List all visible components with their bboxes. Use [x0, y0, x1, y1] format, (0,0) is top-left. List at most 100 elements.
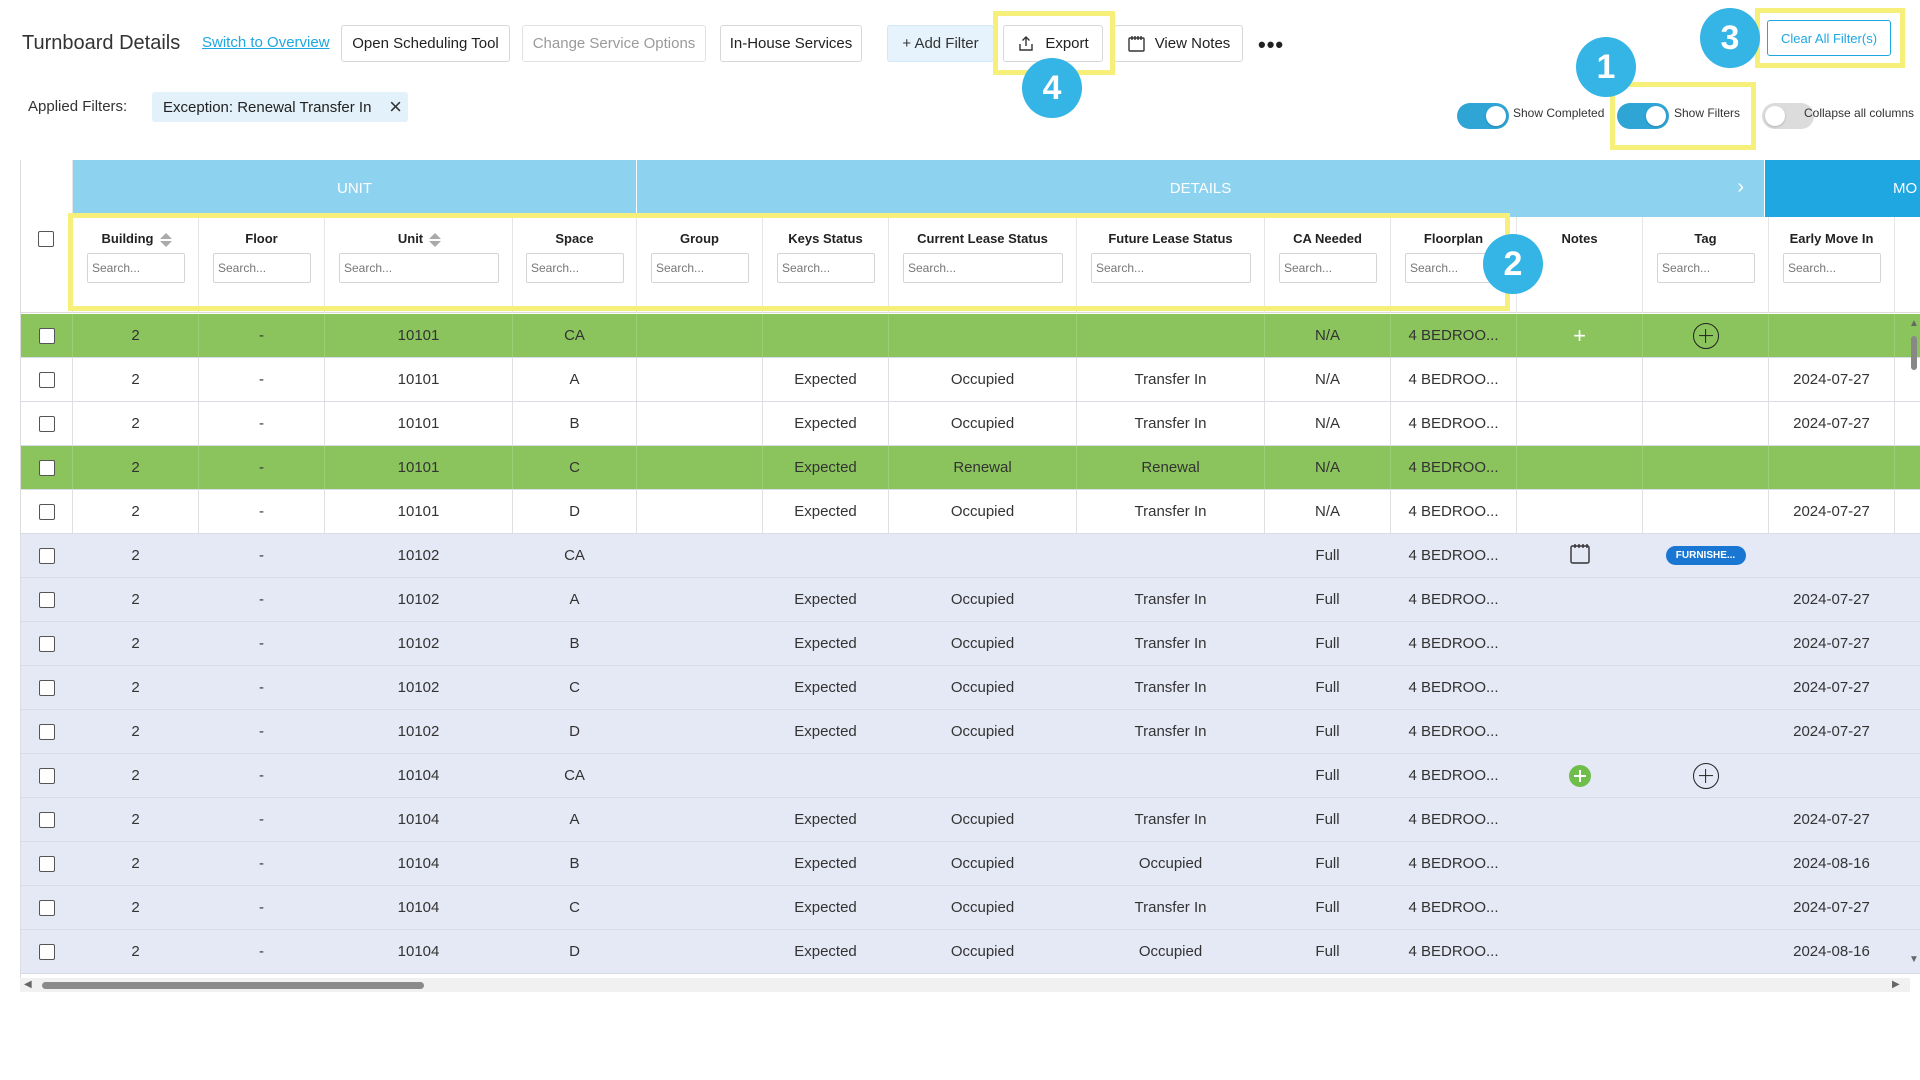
cell-early: [1769, 534, 1895, 577]
add-tag-icon[interactable]: [1692, 322, 1719, 349]
cell-notes: [1517, 930, 1643, 973]
page-title: Turnboard Details: [22, 32, 181, 54]
chevron-right-icon[interactable]: ›: [1737, 176, 1744, 198]
view-notes-button[interactable]: View Notes: [1114, 25, 1243, 62]
export-button[interactable]: Export: [1003, 25, 1103, 62]
cell-fut_lease: [1077, 534, 1265, 577]
table-row[interactable]: 2-10104 B Expected Occupied Occupied Full 4 BE…: [21, 842, 1920, 886]
table-row[interactable]: 2-10101 B Expected Occupied Transfer In N/A 4 …: [21, 402, 1920, 446]
in-house-services-button[interactable]: In-House Services: [720, 25, 862, 62]
add-filter-button[interactable]: + Add Filter: [887, 25, 994, 62]
horizontal-scroll-thumb[interactable]: [42, 982, 424, 989]
column-header-ca[interactable]: CA Needed: [1265, 217, 1391, 313]
change-service-options-button[interactable]: Change Service Options: [522, 25, 706, 62]
row-checkbox[interactable]: [38, 767, 55, 784]
cell-cur_lease: Occupied: [889, 622, 1077, 665]
table-row[interactable]: 2-10101 CA N/A 4 BEDROO... +: [21, 314, 1920, 358]
column-header-tag[interactable]: Tag: [1643, 217, 1769, 313]
scroll-down-icon[interactable]: ▼: [1909, 954, 1919, 965]
column-header-early[interactable]: Early Move In: [1769, 217, 1895, 313]
table-row[interactable]: 2-10102 CA Full 4 BEDROO... FURNISHE...: [21, 534, 1920, 578]
table-row[interactable]: 2-10101 C Expected Renewal Renewal N/A 4 BEDRO…: [21, 446, 1920, 490]
building-search-input[interactable]: [87, 253, 185, 283]
row-checkbox[interactable]: [38, 943, 55, 960]
add-note-icon[interactable]: +: [1573, 322, 1586, 348]
fut_lease-search-input[interactable]: [1091, 253, 1251, 283]
row-checkbox[interactable]: [38, 635, 55, 652]
add-tag-icon[interactable]: [1692, 762, 1719, 789]
scroll-up-icon[interactable]: ▲: [1909, 318, 1919, 329]
row-checkbox[interactable]: [38, 327, 55, 344]
row-checkbox[interactable]: [38, 459, 55, 476]
switch-to-overview-link[interactable]: Switch to Overview: [202, 34, 330, 51]
column-header-floor[interactable]: Floor: [199, 217, 325, 313]
show-completed-label: Show Completed: [1513, 106, 1605, 120]
row-checkbox[interactable]: [38, 503, 55, 520]
unit-search-input[interactable]: [339, 253, 499, 283]
close-icon[interactable]: ×: [389, 94, 402, 119]
column-header-cur_lease[interactable]: Current Lease Status: [889, 217, 1077, 313]
ca-search-input[interactable]: [1279, 253, 1377, 283]
cell-space: C: [513, 446, 637, 489]
select-all-checkbox[interactable]: [38, 231, 54, 247]
notepad-icon[interactable]: [1568, 542, 1592, 570]
collapse-all-columns-toggle[interactable]: [1762, 103, 1814, 129]
row-checkbox[interactable]: [38, 679, 55, 696]
table-row[interactable]: 2-10101 A Expected Occupied Transfer In N/A 4 …: [21, 358, 1920, 402]
tag-badge[interactable]: FURNISHE...: [1665, 546, 1746, 565]
group-search-input[interactable]: [651, 253, 749, 283]
column-header-fut_lease[interactable]: Future Lease Status: [1077, 217, 1265, 313]
row-select-cell: [21, 930, 73, 973]
sort-icon[interactable]: [429, 232, 442, 247]
early-search-input[interactable]: [1783, 253, 1881, 283]
cell-keys: Expected: [763, 578, 889, 621]
row-checkbox[interactable]: [38, 811, 55, 828]
row-select-cell: [21, 534, 73, 577]
column-header-notes[interactable]: Notes: [1517, 217, 1643, 313]
table-row[interactable]: 2-10104 D Expected Occupied Occupied Full 4 BE…: [21, 930, 1920, 974]
table-row[interactable]: 2-10104 C Expected Occupied Transfer In Full 4…: [21, 886, 1920, 930]
horizontal-scrollbar[interactable]: ◀ ▶: [20, 978, 1910, 992]
keys-search-input[interactable]: [777, 253, 875, 283]
row-checkbox[interactable]: [38, 591, 55, 608]
vertical-scrollbar[interactable]: ▲ ▼: [1908, 318, 1920, 968]
row-checkbox[interactable]: [38, 371, 55, 388]
column-header-building[interactable]: Building: [73, 217, 199, 313]
floor-search-input[interactable]: [213, 253, 311, 283]
table-row[interactable]: 2-10102 D Expected Occupied Transfer In Full 4…: [21, 710, 1920, 754]
column-header-text: Future Lease Status: [1108, 231, 1233, 246]
table-row[interactable]: 2-10101 D Expected Occupied Transfer In N/A 4 …: [21, 490, 1920, 534]
cur_lease-search-input[interactable]: [903, 253, 1063, 283]
tag-search-input[interactable]: [1657, 253, 1755, 283]
cell-building: 2: [73, 798, 199, 841]
table-row[interactable]: 2-10104 CA Full 4 BEDROO...: [21, 754, 1920, 798]
cell-early: [1769, 446, 1895, 489]
row-checkbox[interactable]: [38, 899, 55, 916]
row-checkbox[interactable]: [38, 547, 55, 564]
toggle-knob: [1646, 106, 1666, 126]
table-row[interactable]: 2-10102 A Expected Occupied Transfer In Full 4…: [21, 578, 1920, 622]
row-checkbox[interactable]: [38, 723, 55, 740]
add-note-icon[interactable]: [1568, 764, 1591, 787]
row-checkbox[interactable]: [38, 855, 55, 872]
table-row[interactable]: 2-10102 C Expected Occupied Transfer In Full 4…: [21, 666, 1920, 710]
column-header-space[interactable]: Space: [513, 217, 637, 313]
table-row[interactable]: 2-10104 A Expected Occupied Transfer In Full 4…: [21, 798, 1920, 842]
column-header-keys[interactable]: Keys Status: [763, 217, 889, 313]
table-row[interactable]: 2-10102 B Expected Occupied Transfer In Full 4…: [21, 622, 1920, 666]
sort-icon[interactable]: [159, 232, 172, 247]
row-checkbox[interactable]: [38, 415, 55, 432]
scroll-right-icon[interactable]: ▶: [1892, 979, 1900, 990]
more-options-icon[interactable]: •••: [1258, 32, 1285, 57]
show-filters-toggle[interactable]: [1617, 103, 1669, 129]
space-search-input[interactable]: [526, 253, 624, 283]
show-completed-toggle[interactable]: [1457, 103, 1509, 129]
column-header-unit[interactable]: Unit: [325, 217, 513, 313]
clear-all-filters-button[interactable]: Clear All Filter(s): [1767, 20, 1891, 56]
scroll-left-icon[interactable]: ◀: [24, 979, 32, 990]
vertical-scroll-thumb[interactable]: [1911, 336, 1917, 370]
cell-space: CA: [513, 314, 637, 357]
open-scheduling-tool-button[interactable]: Open Scheduling Tool: [341, 25, 510, 62]
row-select-cell: [21, 754, 73, 797]
column-header-group[interactable]: Group: [637, 217, 763, 313]
